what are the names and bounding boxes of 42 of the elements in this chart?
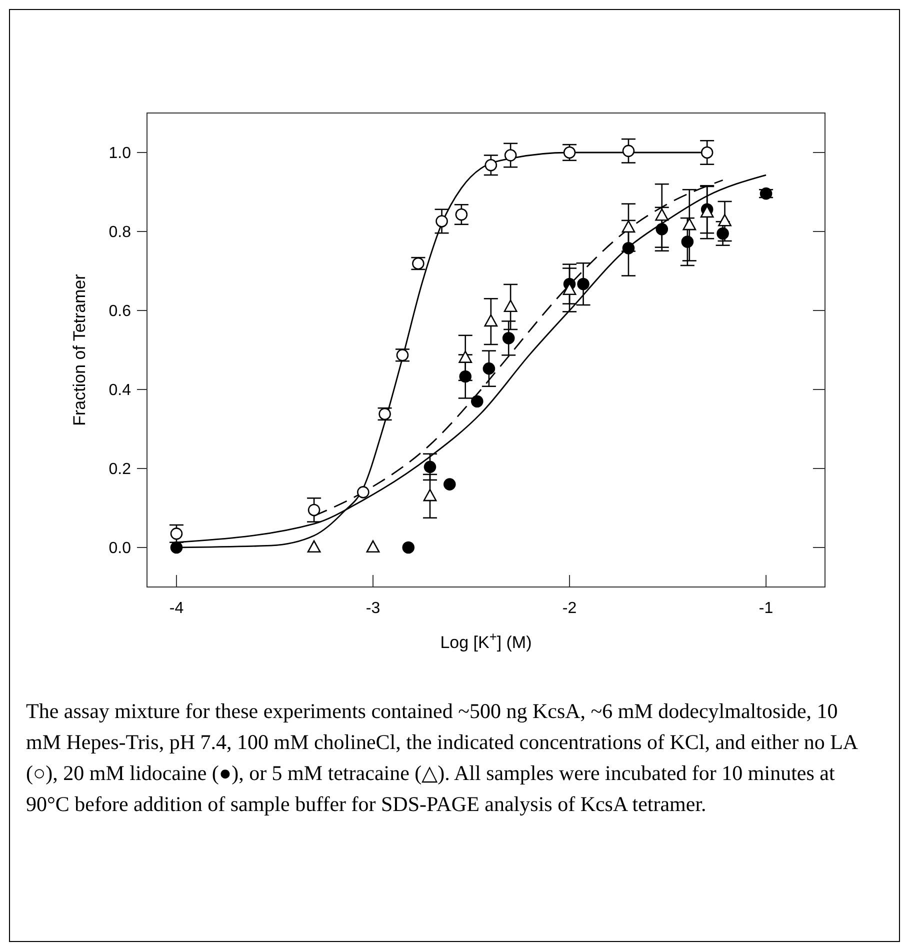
point <box>484 158 498 172</box>
point <box>423 488 437 502</box>
point <box>170 528 183 540</box>
point <box>655 208 669 221</box>
point <box>471 395 484 408</box>
y-tick-label: 1.0 <box>108 145 132 162</box>
point <box>357 486 370 498</box>
point <box>700 146 714 159</box>
point <box>424 460 436 474</box>
x-tick-label: -1 <box>758 600 774 617</box>
point <box>484 314 498 327</box>
y-tick-label: 0.0 <box>108 540 132 558</box>
y-tick-label: 0.6 <box>108 303 132 320</box>
x-axis-title: Log [K$^{+}$] (M) <box>440 628 532 652</box>
point <box>308 504 320 516</box>
x-tick-label: -3 <box>366 600 380 617</box>
point <box>682 218 696 230</box>
point <box>718 214 732 226</box>
y-axis-title: Fraction of Tetramer <box>70 274 89 426</box>
point <box>562 282 576 296</box>
point <box>504 149 517 162</box>
point <box>443 478 456 490</box>
point <box>402 541 415 554</box>
point <box>366 540 380 553</box>
text: The assay mixture for these experiments contained ~500 ng KcsA, ~6 mM dodecylmaltoside, 10 mM Hepes-Tris, pH 7.4, 100 mM cholineCl, the indicated concentrations of KCl, and either no LA (○), 20 mM lidocaine (●), or 5 mM tetracaine (△). All samples were incubated for 10 minutes at 90°C before addition of sample buffer for SDS-PAGE analysis of KcsA tetramer. <box>26 699 859 816</box>
point <box>436 215 448 228</box>
point <box>502 332 515 344</box>
point <box>307 540 321 553</box>
point <box>622 220 636 233</box>
y-tick-label: 0.4 <box>108 382 132 400</box>
y-tick-label: 0.8 <box>108 224 132 242</box>
x-tick-label: -4 <box>169 600 184 617</box>
point <box>455 208 468 221</box>
point <box>170 541 183 554</box>
x-tick-label: -2 <box>562 600 577 617</box>
point <box>577 278 590 290</box>
point <box>504 300 518 312</box>
point <box>681 236 694 248</box>
y-tick-label: 0.2 <box>108 461 132 478</box>
point <box>458 350 472 363</box>
point <box>482 362 496 375</box>
point <box>622 144 635 158</box>
